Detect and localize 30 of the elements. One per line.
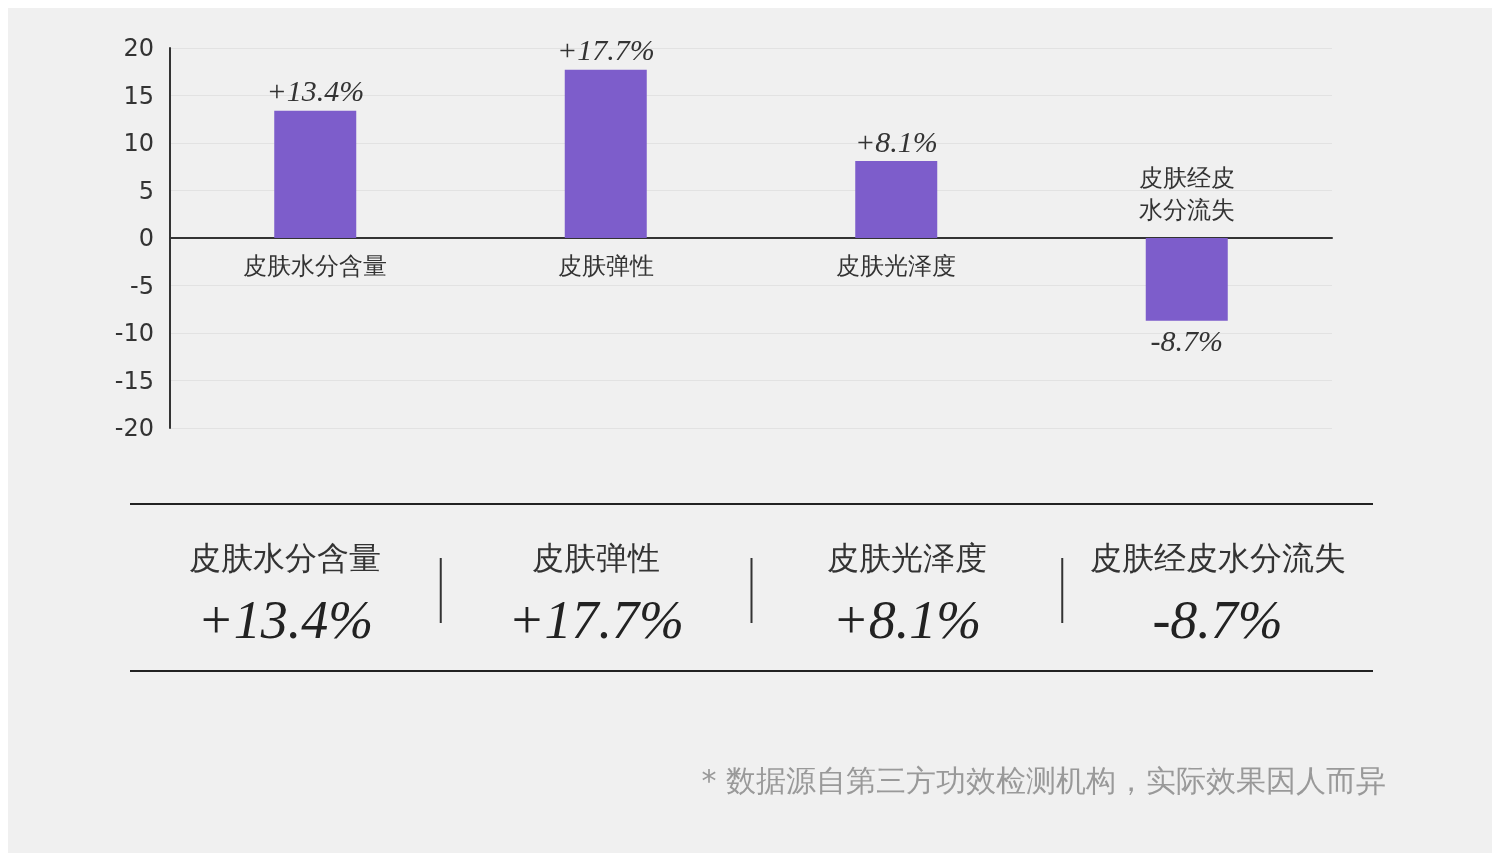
category-label: 皮肤光泽度: [836, 252, 957, 280]
y-tick-label: 15: [123, 81, 154, 110]
data-label: +8.1%: [832, 590, 982, 650]
bar: [564, 69, 647, 238]
y-tick-label: 0: [138, 224, 154, 252]
text: * 数据源自第三方功效检测机构，实际效果因人而异: [701, 762, 1386, 798]
text: +8.1%: [854, 124, 938, 158]
text: +17.7%: [556, 33, 655, 67]
data-label: +17.7%: [508, 590, 685, 650]
text: +13.4%: [266, 74, 365, 108]
x-tick-label: 皮肤经皮水分流失: [1089, 539, 1346, 577]
bar: [274, 110, 357, 238]
x-tick-label: 皮肤弹性: [532, 539, 661, 577]
x-tick-label: 皮肤水分含量: [189, 539, 382, 577]
data-label: +13.4%: [197, 590, 374, 650]
y-tick-label: 10: [123, 129, 154, 157]
bar: [1145, 238, 1228, 321]
text: -8.7%: [1150, 324, 1223, 358]
y-tick-label: -15: [114, 366, 154, 395]
bar: [855, 161, 938, 238]
x-tick-label: 皮肤光泽度: [826, 539, 987, 577]
y-tick-label: 5: [138, 176, 154, 205]
category-label: 皮肤弹性: [557, 252, 654, 280]
y-tick-label: 20: [123, 34, 154, 62]
y-tick-label: -10: [114, 319, 154, 347]
y-tick-label: -5: [130, 271, 154, 300]
data-label: -8.7%: [1152, 590, 1283, 650]
y-tick-label: -20: [114, 414, 154, 442]
category-label: 皮肤经皮水分流失: [1138, 164, 1235, 224]
category-label: 皮肤水分含量: [243, 252, 388, 280]
